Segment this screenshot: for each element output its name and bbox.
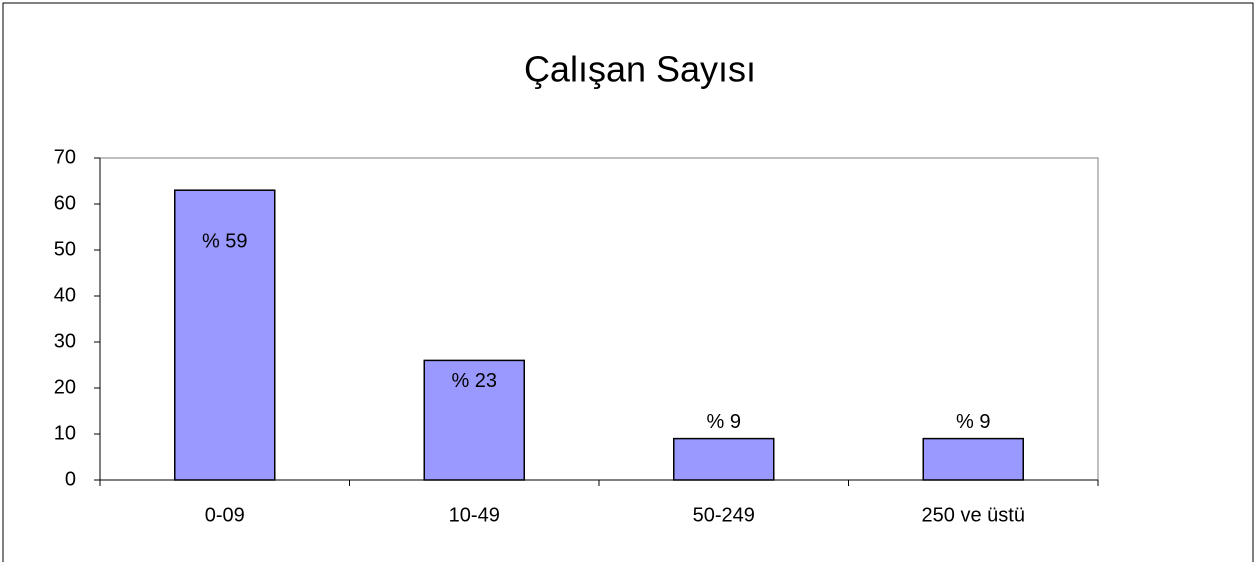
x-tick-label: 50-249 bbox=[693, 504, 755, 526]
chart-title: Çalışan Sayısı bbox=[524, 49, 756, 90]
y-tick-label: 10 bbox=[54, 422, 76, 444]
x-tick-label: 10-49 bbox=[449, 504, 500, 526]
bar bbox=[673, 437, 775, 481]
bar-annotation: % 59 bbox=[202, 231, 248, 253]
y-tick-label: 70 bbox=[54, 146, 76, 168]
x-tick-label: 250 ve üstü bbox=[922, 504, 1025, 526]
y-tick-label: 60 bbox=[54, 192, 76, 214]
y-tick-label: 0 bbox=[65, 468, 76, 490]
y-tick-label: 50 bbox=[54, 238, 76, 260]
x-tick-label: 0-09 bbox=[205, 504, 245, 526]
bar bbox=[922, 437, 1024, 481]
y-tick-label: 20 bbox=[54, 376, 76, 398]
bar-annotation: % 9 bbox=[707, 411, 741, 433]
bar bbox=[174, 189, 276, 481]
y-tick-label: 40 bbox=[54, 284, 76, 306]
y-tick-label: 30 bbox=[54, 330, 76, 352]
bar bbox=[423, 359, 525, 481]
bar-annotation: % 23 bbox=[451, 370, 497, 392]
bar-annotation: % 9 bbox=[956, 411, 990, 433]
